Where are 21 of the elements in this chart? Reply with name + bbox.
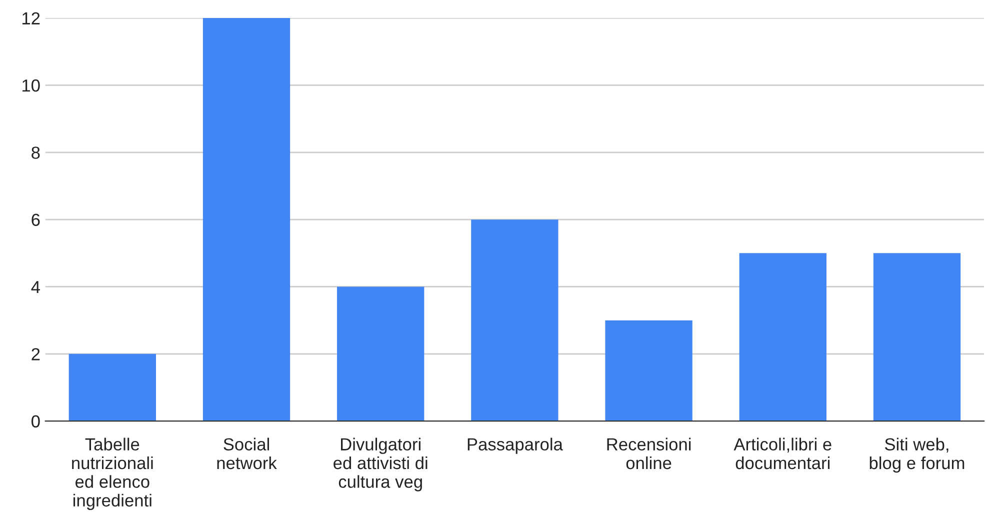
x-tick-label: Articoli,libri e documentari xyxy=(734,438,832,470)
x-tick-label: Social network xyxy=(217,438,277,470)
y-tick-label: 12 xyxy=(22,12,40,24)
bar xyxy=(739,253,826,422)
bar xyxy=(68,354,156,422)
x-tick-label: Divulgatori ed attivisti di cultura veg xyxy=(334,438,428,492)
y-tick-label: 2 xyxy=(32,348,40,360)
y-tick-label: 0 xyxy=(32,415,40,428)
bar xyxy=(471,220,558,422)
x-tick-label: Recensioni online xyxy=(607,438,691,470)
bar xyxy=(202,18,290,422)
x-tick-label: Passaparola xyxy=(468,438,563,454)
y-tick-label: 4 xyxy=(31,281,40,294)
x-tick-label: Siti web, blog e forum xyxy=(870,438,964,473)
bar xyxy=(337,286,424,422)
bar xyxy=(873,253,961,422)
x-tick-label: Tabelle nutrizionali ed elenco ingredienti xyxy=(72,438,153,510)
y-tick-label: 8 xyxy=(32,146,40,159)
bar xyxy=(605,320,692,422)
y-tick-label: 10 xyxy=(22,79,40,92)
y-tick-label: 6 xyxy=(32,214,40,226)
